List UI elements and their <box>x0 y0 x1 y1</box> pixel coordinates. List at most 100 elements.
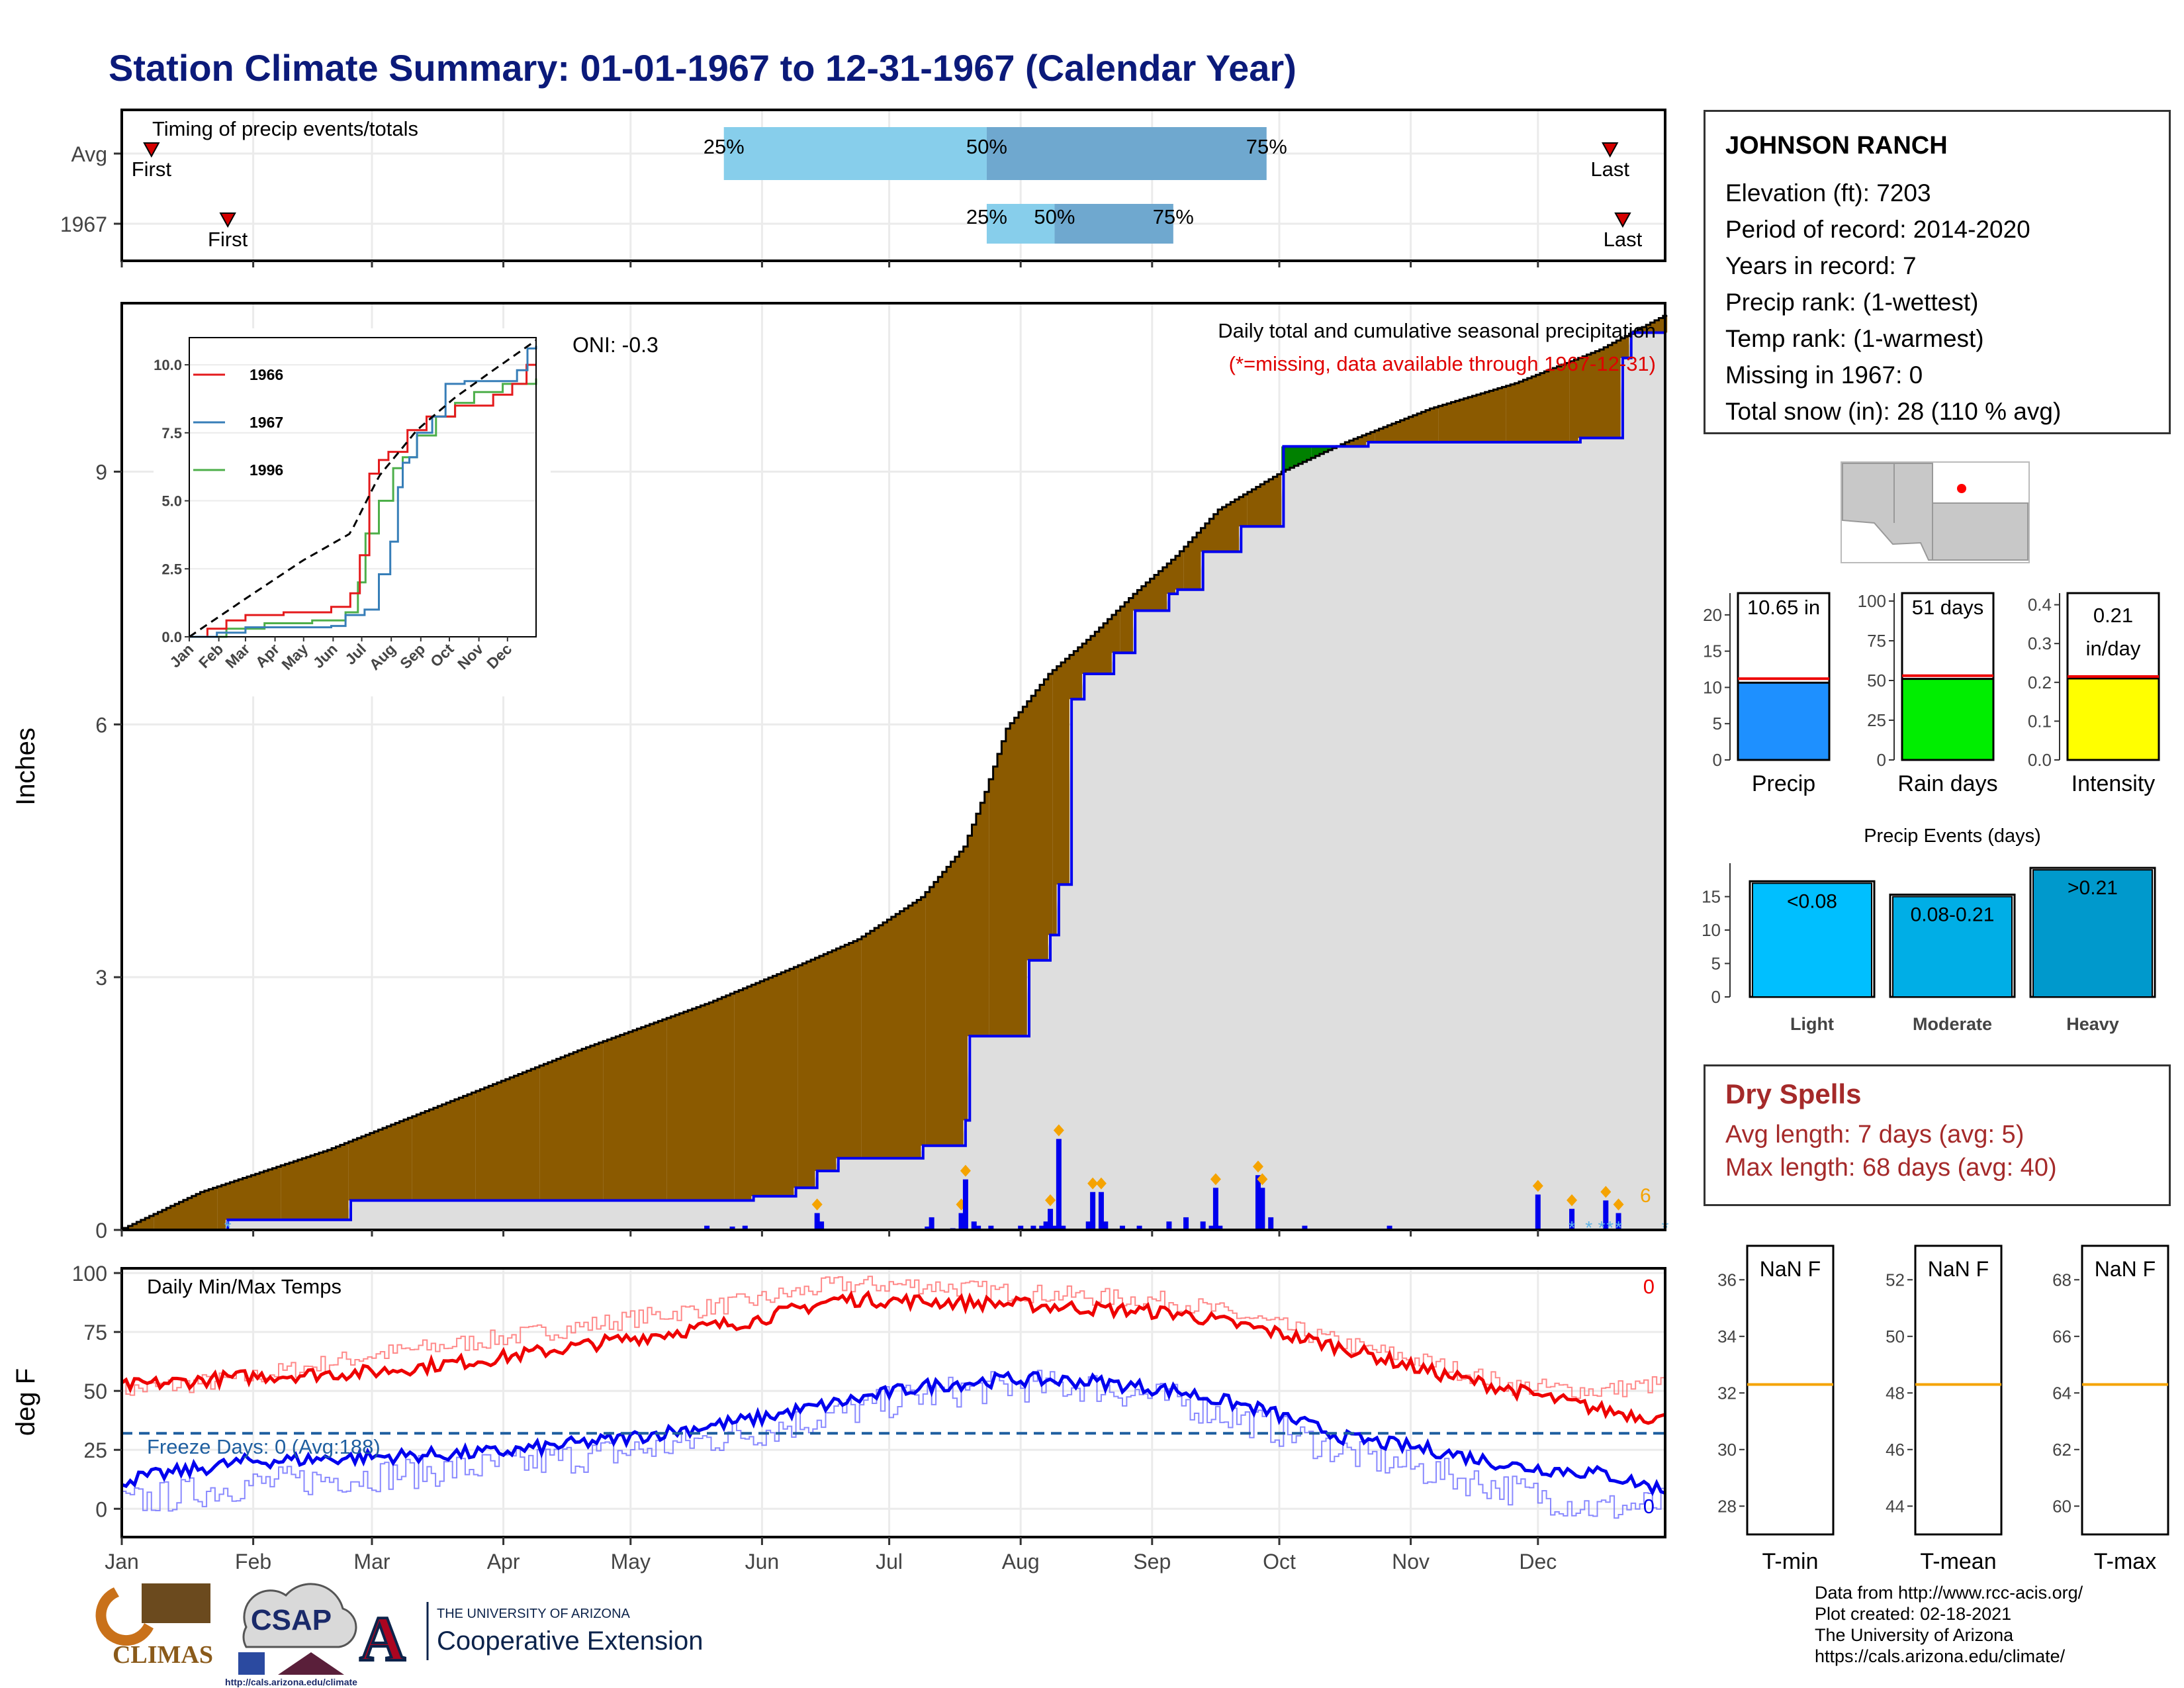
timing-bar-q1 <box>986 204 1055 244</box>
inset-1966-line <box>189 363 536 638</box>
temp-box-name: T-mean <box>1920 1549 1996 1574</box>
heavy-event-marker <box>1053 1124 1064 1137</box>
station-total-snow: Total snow (in): 28 (110 % avg) <box>1725 398 2062 425</box>
tmin-1967-line <box>121 1370 1666 1497</box>
summary-bar-ytick-label: 25 <box>1867 710 1886 730</box>
snow-count-label: 6 <box>1640 1185 1651 1207</box>
page-title: Station Climate Summary: 01-01-1967 to 1… <box>109 47 1297 89</box>
timing-marker <box>1602 142 1619 158</box>
daily-precip-bar <box>729 1226 735 1230</box>
temp-box-ytick-label: 60 <box>2052 1496 2071 1516</box>
daily-precip-bar <box>988 1225 994 1230</box>
daily-precip-bar <box>1208 1225 1214 1230</box>
daily-precip-bar <box>1048 1209 1054 1230</box>
temp-box-name: T-max <box>2094 1549 2156 1574</box>
month-label: Dec <box>1519 1550 1557 1573</box>
temp-box-value: NaN F <box>1760 1257 1821 1281</box>
station-precip-rank: Precip rank: (1-wettest) <box>1725 289 1979 316</box>
heavy-event-marker <box>1532 1180 1543 1192</box>
month-label: Oct <box>1263 1550 1296 1573</box>
inset-1996-line <box>189 378 537 638</box>
snow-day-marker: * <box>224 1217 232 1238</box>
temp-box-ytick-label: 64 <box>2052 1383 2071 1403</box>
footer-line: https://cals.arizona.edu/climate/ <box>1815 1646 2066 1666</box>
ua-logo-mark: A <box>359 1603 405 1674</box>
temp-box-ytick-label: 36 <box>1717 1270 1737 1289</box>
timing-panel-label: Timing of precip events/totals <box>152 117 418 140</box>
summary-bar-ytick-label: 15 <box>1703 641 1722 661</box>
footer-line: The University of Arizona <box>1815 1625 2014 1645</box>
summary-bar-value-unit: in/day <box>2086 637 2141 660</box>
temp-box-value: NaN F <box>1928 1257 1989 1281</box>
precip-events-ytick-label: 5 <box>1711 954 1721 974</box>
temp-frame <box>120 1267 1666 1538</box>
timing-marker-label: Last <box>1590 158 1629 181</box>
precip-events-bar <box>1892 896 2013 998</box>
inset-1967-line <box>189 346 537 638</box>
precip-events-bar-label: 0.08-0.21 <box>1911 904 1995 925</box>
temp-panel-label: Daily Min/Max Temps <box>147 1275 341 1298</box>
precip-events-title: Precip Events (days) <box>1864 825 2041 847</box>
daily-precip-bar <box>1090 1192 1096 1230</box>
temp-box-ytick-label: 44 <box>1886 1496 1905 1516</box>
summary-bar-name: Rain days <box>1897 771 1997 796</box>
dry-spells-title: Dry Spells <box>1725 1078 1862 1109</box>
footer-line: Plot created: 02-18-2021 <box>1815 1604 2012 1624</box>
month-label: Apr <box>487 1550 520 1573</box>
inset-background <box>154 328 551 696</box>
month-label: Aug <box>1002 1550 1040 1573</box>
dry-spells-box: Dry Spells Avg length: 7 days (avg: 5) M… <box>1704 1064 2171 1206</box>
daily-precip-bar <box>1255 1175 1261 1230</box>
csap-cloud-icon <box>242 1583 357 1648</box>
temp-background <box>122 1268 1665 1537</box>
ua-logo-bottom-text: Cooperative Extension <box>437 1626 703 1656</box>
precip-ytick-label: 9 <box>95 461 107 485</box>
precip-events-category: Moderate <box>1913 1014 1992 1034</box>
tmin-average-line <box>121 1370 1665 1519</box>
precip-ytick-label: 0 <box>95 1219 107 1243</box>
temp-box-frame <box>1746 1244 1835 1536</box>
summary-bar-ytick-label: 100 <box>1858 591 1886 611</box>
inset-ytick-label: 5.0 <box>161 493 182 510</box>
month-label: Nov <box>1392 1550 1430 1573</box>
temp-ytick-label: 75 <box>83 1321 107 1344</box>
oni-label: ONI: -0.3 <box>572 333 659 357</box>
timing-p50-label: 50% <box>1034 205 1075 228</box>
dry-spells-avg: Avg length: 7 days (avg: 5) <box>1725 1121 2025 1149</box>
timing-marker-label: First <box>132 158 172 181</box>
month-label: Jul <box>876 1550 903 1573</box>
heavy-event-marker <box>1257 1173 1268 1186</box>
month-label: May <box>611 1550 651 1573</box>
csap-bars-icon <box>238 1652 265 1675</box>
daily-precip-bar <box>1060 1225 1066 1230</box>
inset-legend-label: 1996 <box>250 461 283 479</box>
temp-ylabel: deg F <box>11 1368 40 1436</box>
summary-bar-value-label: 51 days <box>1912 596 1984 619</box>
inset-ytick-label: 7.5 <box>161 425 182 442</box>
timing-row-label: Avg <box>71 142 107 166</box>
daily-precip-bar <box>1302 1225 1308 1230</box>
inset-ytick-label: 2.5 <box>161 561 182 577</box>
precip-events-bar <box>2032 869 2153 998</box>
daily-precip-bar <box>1018 1225 1024 1230</box>
precip-events-category: Light <box>1790 1014 1834 1034</box>
precip-events-ytick-label: 15 <box>1702 887 1721 907</box>
precip-deficit-area <box>124 316 1668 1231</box>
temp-ytick-label: 100 <box>72 1262 107 1286</box>
inset-frame <box>189 337 537 637</box>
precip-ytick-label: 6 <box>95 713 107 737</box>
heavy-event-marker <box>1600 1186 1612 1198</box>
freeze-days-label: Freeze Days: 0 (Avg:188) <box>147 1435 381 1458</box>
precip-subtitle: Daily total and cumulative seasonal prec… <box>1218 319 1656 342</box>
logos: CLIMAS CSAP http://cals.arizona.edu/climat… <box>95 1583 703 1687</box>
precip-1967-cumulative-line <box>122 331 1665 1231</box>
heavy-event-marker <box>811 1198 823 1211</box>
precip-ytick-label: 3 <box>95 966 107 990</box>
snow-day-marker: * <box>1606 1217 1614 1238</box>
location-map-borders <box>1893 463 2028 560</box>
ua-logo-top-text: THE UNIVERSITY OF ARIZONA <box>437 1607 631 1621</box>
timing-p50-label: 50% <box>966 135 1007 158</box>
summary-bar-ytick-label: 0 <box>1713 750 1722 770</box>
